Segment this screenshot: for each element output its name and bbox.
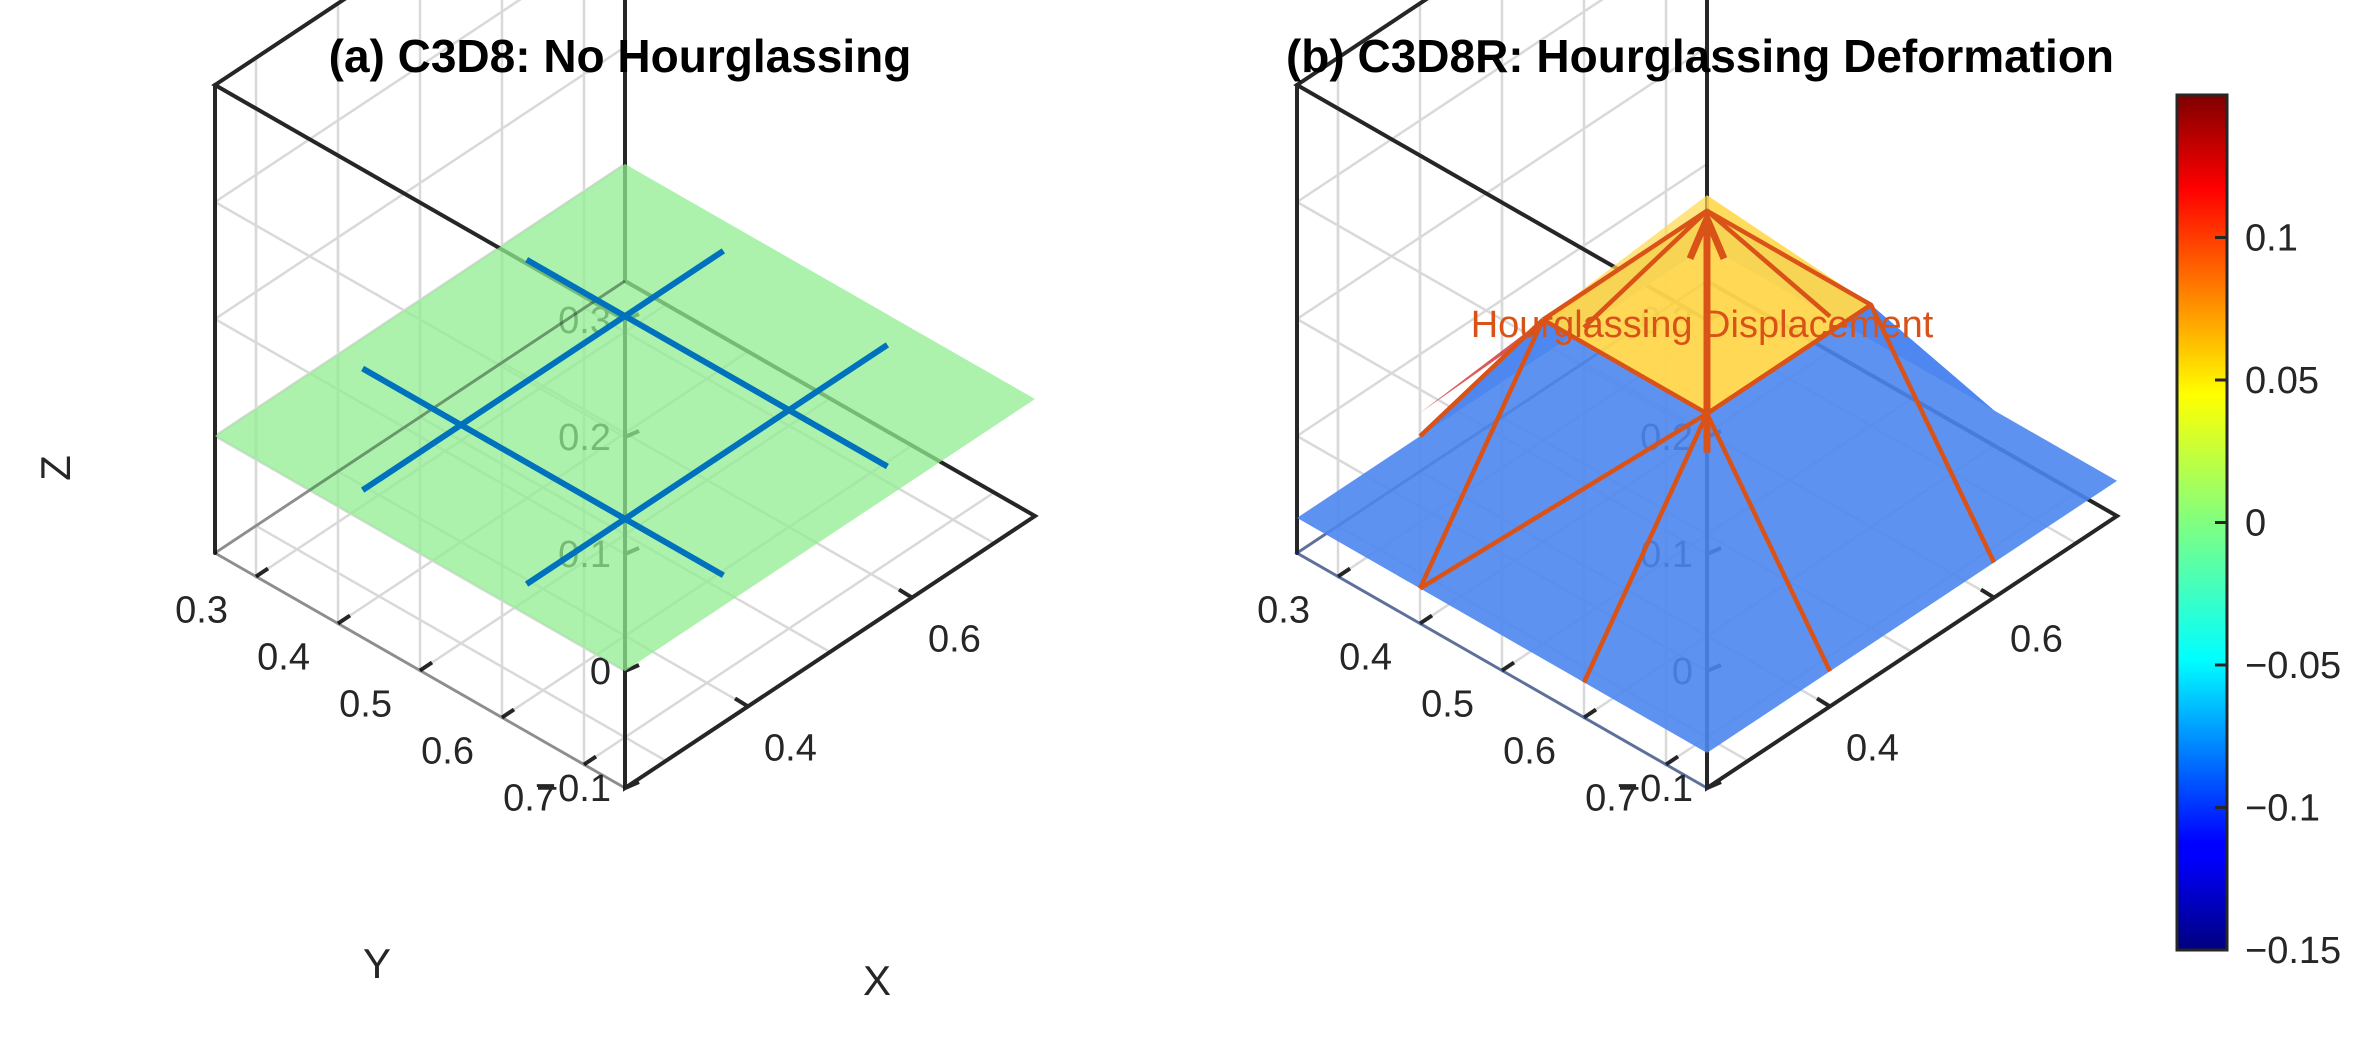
y-tick-mark [336,613,352,626]
colorbar-tick-label: −0.05 [2245,645,2341,687]
annotation-text: Hourglassing Displacement [1471,304,1934,346]
panel-a: −0.100.10.20.30.30.40.50.60.70.40.6(a) C… [32,0,1039,1004]
panel-a-title: (a) C3D8: No Hourglassing [329,30,912,82]
z-tick-mark [624,780,640,790]
y-tick-mark [1500,660,1516,673]
z-axis-label: Z [32,455,79,481]
panel-b-title: (b) C3D8R: Hourglassing Deformation [1286,30,2114,82]
x-tick-label: 0.4 [1846,727,1899,769]
y-tick-mark [1336,566,1352,579]
y-tick-mark [500,707,516,720]
z-tick-label: 0 [590,651,611,693]
y-tick-label: 0.4 [257,637,310,679]
element-edge [1582,209,1709,330]
element-edge [1581,412,1710,684]
y-tick-label: 0.6 [421,731,474,773]
mesh-line-y [524,342,890,587]
z-tick-mark [624,663,640,673]
mesh-line-y [360,248,726,493]
y-tick-label: 0.3 [1257,590,1310,632]
back-axis-through-surface [214,279,626,555]
flat-surface [215,164,1035,671]
element-edge [1868,303,1997,564]
surface-patch-peak [1707,195,1871,305]
y-tick-mark [1664,754,1680,767]
z-tick-label: −0.1 [1618,768,1693,810]
y-tick-mark [582,754,598,767]
colorbar-tick-label: −0.1 [2245,788,2320,830]
x-tick-mark [897,587,914,600]
y-tick-label: 0.3 [175,590,228,632]
element-edge [1418,317,1545,438]
annotation-arrow-head [1686,209,1728,260]
x-tick-label: 0.6 [2010,619,2063,661]
surface-patch-spike [1420,210,1707,413]
y-tick-mark [1582,707,1598,720]
x-tick-label: 0.6 [928,619,981,661]
panel-b: −0.100.10.20.30.30.40.50.60.70.40.6Hourg… [1257,0,2121,820]
mesh-line-x [361,365,725,578]
colorbar-tick-label: 0.05 [2245,360,2319,402]
y-tick-mark [418,660,434,673]
surface-patch-low [1584,413,1830,753]
element-edge [1705,209,1832,319]
y-tick-mark [1418,613,1434,626]
element-edge [1418,411,1709,591]
y-tick-label: 0.6 [1503,731,1556,773]
x-tick-mark [733,696,750,709]
colorbar-tick-label: 0.1 [2245,218,2298,260]
x-axis-label: X [863,957,891,1004]
element-edge [1417,318,1546,590]
surface-patch-peak [1707,195,1871,414]
y-tick-label: 0.4 [1339,637,1392,679]
surface-patch-low [1871,304,2117,563]
colorbar: −0.15 −0.1 −0.05 0 0.05 0.1 [2175,93,2341,972]
x-tick-mark [1815,696,1832,709]
surface-patch-low [1707,304,1994,672]
y-tick-mark [254,566,270,579]
x-tick-label: 0.4 [764,727,817,769]
y-axis-label: Y [363,940,391,987]
back-axis-through-surface [214,551,626,790]
z-tick-mark [1706,780,1722,790]
mesh-line-x [525,257,889,470]
y-tick-label: 0.5 [1421,684,1474,726]
y-tick-label: 0.5 [339,684,392,726]
colorbar-tick-label: −0.15 [2245,930,2341,972]
element-edge [1704,412,1833,673]
x-tick-mark [1979,587,1996,600]
y-tick-label: 0.7 [1585,778,1638,820]
y-tick-label: 0.7 [503,778,556,820]
colorbar-tick-label: 0 [2245,503,2266,545]
z-tick-label: −0.1 [536,768,611,810]
